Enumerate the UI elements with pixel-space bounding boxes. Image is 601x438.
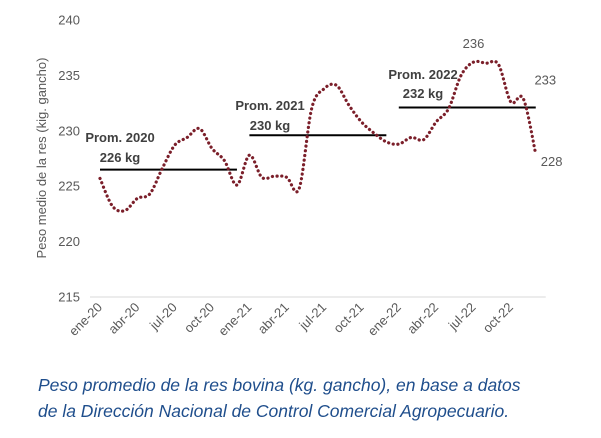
data-label: 228	[541, 154, 563, 169]
y-axis-label: Peso medio de la res (kig. gancho)	[34, 58, 49, 259]
y-axis-ticks: 215 220 225 230 235 240	[58, 13, 80, 305]
chart-caption: Peso promedio de la res bovina (kg. ganc…	[38, 372, 588, 424]
average-label: Prom. 2020	[85, 130, 154, 145]
average-lines	[100, 106, 536, 171]
x-tick-label: ene-21	[215, 300, 254, 339]
x-tick-label: oct-22	[480, 300, 516, 336]
y-tick-label: 215	[58, 290, 80, 305]
series-line-group	[98, 59, 538, 213]
x-tick-label: oct-21	[330, 300, 366, 336]
x-tick-label: ene-20	[66, 300, 105, 339]
y-tick-label: 235	[58, 68, 80, 83]
x-tick-label: abr-20	[105, 300, 142, 337]
average-value: 230 kg	[250, 118, 291, 133]
line-chart: Peso medio de la res (kig. gancho) 215 22…	[34, 13, 563, 339]
x-tick-label: jul-20	[146, 300, 180, 334]
data-label: 236	[463, 36, 485, 51]
data-labels: 236 233 228	[463, 36, 563, 169]
x-tick-label: abr-21	[255, 300, 292, 337]
average-value: 226 kg	[100, 150, 141, 165]
average-value: 232 kg	[403, 86, 444, 101]
x-tick-label: jul-22	[445, 300, 479, 334]
average-label: Prom. 2021	[235, 98, 304, 113]
data-label: 233	[534, 73, 556, 88]
x-tick-label: abr-22	[404, 300, 441, 337]
y-tick-label: 230	[58, 123, 80, 138]
x-tick-label: ene-22	[365, 300, 404, 339]
y-tick-label: 240	[58, 13, 80, 28]
series-line	[98, 59, 538, 213]
caption-line-2: de la Dirección Nacional de Control Come…	[38, 401, 510, 421]
caption-line-1: Peso promedio de la res bovina (kg. ganc…	[38, 375, 521, 395]
y-tick-label: 220	[58, 234, 80, 249]
x-tick-label: jul-21	[295, 300, 329, 334]
y-tick-label: 225	[58, 179, 80, 194]
x-tick-label: oct-20	[181, 300, 217, 336]
average-annotations: Prom. 2020 226 kg Prom. 2021 230 kg Prom. 20…	[85, 67, 457, 165]
average-label: Prom. 2022	[388, 67, 457, 82]
